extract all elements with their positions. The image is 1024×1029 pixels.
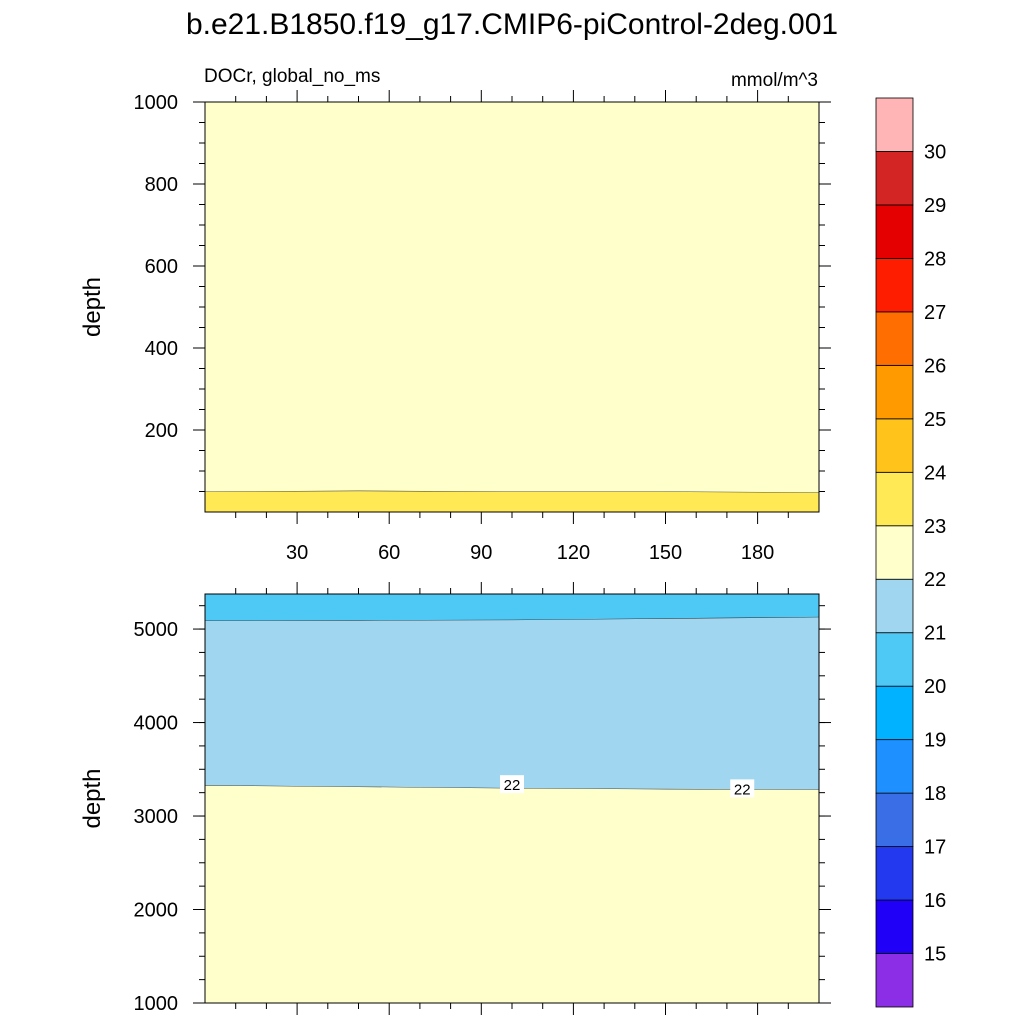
contour-label-bg [500,775,524,794]
y-axis-label: depth [79,277,106,337]
y-tick-label: 1000 [134,993,179,1015]
colorbar-label: 28 [924,248,946,270]
contour-band-22-23 [205,102,819,493]
colorbar-swatch [875,97,914,152]
colorbar-label: 20 [924,676,946,698]
x-tick-label: 60 [378,542,400,564]
y-tick-label: 3000 [134,806,179,828]
y-tick-label: 200 [145,420,178,442]
colorbar-swatch [875,632,914,687]
colorbar-label: 18 [924,783,946,805]
colorbar-swatch [875,685,914,741]
y-tick-label: 5000 [134,619,179,641]
x-tick-label: 180 [741,542,774,564]
contour-fills [205,102,819,512]
colorbar-label: 25 [924,409,946,431]
y-tick-label: 2000 [134,900,179,922]
colorbar-swatch [875,953,914,1008]
contour-band-21-22 [205,616,819,790]
panel-lower: 1000 2000 3000 4000 5000 depth 22 22 [79,582,831,1015]
colorbar-label: 23 [924,516,946,538]
colorbar-swatch [875,525,914,580]
contour-label: 22 [734,781,751,798]
contour-band-20-21 [205,594,819,621]
colorbar-label: 26 [924,355,946,377]
x-tick-label: 120 [557,542,590,564]
colorbar-swatch [875,471,914,527]
y-tick-label: 400 [145,338,178,360]
contour-band-22-23 [205,785,819,1003]
colorbar-label: 16 [924,890,946,912]
colorbar-label: 19 [924,730,946,752]
colorbar-label: 24 [924,462,946,484]
colorbar-label: 15 [924,944,946,966]
colorbar-swatch [875,899,914,954]
variable-label: DOCr, global_no_ms [204,66,380,87]
x-tick-label: 30 [286,542,308,564]
colorbar: 15 16 17 18 19 20 21 22 23 24 25 26 27 28 29 30 [875,97,946,1008]
units-label: mmol/m^3 [731,70,818,91]
colorbar-swatch [875,846,914,901]
y-tick-label: 4000 [134,713,179,735]
panel-upper: 30 60 90 120 150 180 200 400 600 800 1000 depth [79,90,831,564]
colorbar-swatch [875,258,914,313]
colorbar-swatch [875,151,914,206]
plot-panels: 30 60 90 120 150 1802004006008001000depth1000… [79,90,831,1015]
colorbar-label: 17 [924,837,946,859]
colorbar-label: 27 [924,302,946,324]
x-tick-label: 90 [470,542,492,564]
y-tick-label: 600 [145,256,178,278]
colorbar-swatch [875,739,914,794]
contour-label-bg [730,779,755,798]
contour-label: 22 [504,777,521,794]
colorbar-label: 29 [924,195,946,217]
colorbar-label: 22 [924,569,946,591]
colorbar-swatch [875,204,914,259]
y-tick-label: 800 [145,174,178,196]
y-axis-label: depth [79,768,106,828]
colorbar-swatch [875,578,914,634]
y-tick-label: 1000 [134,92,179,114]
x-tick-label: 150 [649,542,682,564]
colorbar-swatch [875,311,914,366]
colorbar-swatch [875,418,914,473]
contour-band-23-24 [205,490,819,512]
colorbar-label: 21 [924,623,946,645]
chart-title: b.e21.B1850.f19_g17.CMIP6-piControl-2deg… [186,8,838,41]
colorbar-swatch [875,364,914,420]
contour-fills [205,594,819,1003]
colorbar-swatch [875,792,914,847]
colorbar-label: 30 [924,141,946,163]
